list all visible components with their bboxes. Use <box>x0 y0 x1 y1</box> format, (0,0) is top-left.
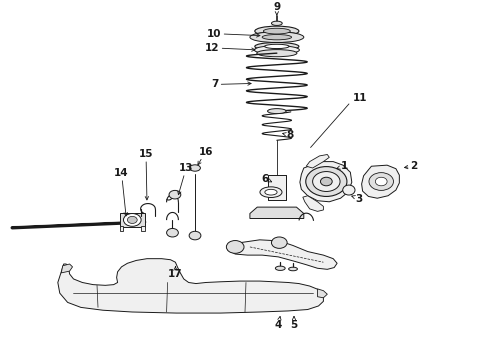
Text: 11: 11 <box>353 93 368 103</box>
Ellipse shape <box>289 267 297 271</box>
Ellipse shape <box>255 26 299 36</box>
Circle shape <box>123 213 141 226</box>
Ellipse shape <box>255 42 299 50</box>
Text: 14: 14 <box>114 168 129 216</box>
Circle shape <box>313 172 340 192</box>
Text: 17: 17 <box>168 266 183 279</box>
Ellipse shape <box>264 28 290 34</box>
Text: 2: 2 <box>405 161 418 171</box>
Ellipse shape <box>250 32 304 42</box>
Ellipse shape <box>265 44 289 49</box>
Text: 15: 15 <box>139 149 153 200</box>
Ellipse shape <box>275 266 285 270</box>
Ellipse shape <box>262 35 292 40</box>
Circle shape <box>189 231 201 240</box>
Circle shape <box>167 229 178 237</box>
Polygon shape <box>228 240 337 269</box>
Text: 6: 6 <box>261 174 271 184</box>
Polygon shape <box>300 162 352 202</box>
Text: 13: 13 <box>178 163 194 195</box>
Ellipse shape <box>254 32 300 40</box>
Text: 10: 10 <box>207 28 260 39</box>
Polygon shape <box>250 207 304 219</box>
Polygon shape <box>306 154 329 168</box>
Ellipse shape <box>257 50 297 57</box>
Text: 7: 7 <box>211 80 251 89</box>
Circle shape <box>369 173 393 190</box>
Text: 3: 3 <box>352 194 363 204</box>
Ellipse shape <box>260 187 282 198</box>
Ellipse shape <box>265 189 277 195</box>
Ellipse shape <box>271 21 282 26</box>
Text: 4: 4 <box>274 316 282 330</box>
Polygon shape <box>120 213 145 228</box>
Text: 16: 16 <box>198 147 213 165</box>
Text: 12: 12 <box>205 43 255 53</box>
Polygon shape <box>303 196 323 211</box>
Circle shape <box>127 216 137 224</box>
Polygon shape <box>268 175 286 200</box>
Circle shape <box>271 237 287 248</box>
Circle shape <box>306 167 347 197</box>
Polygon shape <box>318 289 327 298</box>
Polygon shape <box>362 165 399 198</box>
Circle shape <box>375 177 387 186</box>
Polygon shape <box>120 226 123 231</box>
Ellipse shape <box>190 165 200 171</box>
Polygon shape <box>61 264 73 273</box>
Text: 1: 1 <box>337 161 348 171</box>
Ellipse shape <box>343 185 355 195</box>
Text: 9: 9 <box>273 1 280 15</box>
Ellipse shape <box>268 109 286 114</box>
Polygon shape <box>141 226 145 231</box>
Ellipse shape <box>254 46 299 54</box>
Text: 8: 8 <box>283 130 294 140</box>
Circle shape <box>169 190 181 199</box>
Circle shape <box>320 177 332 186</box>
Polygon shape <box>58 259 323 313</box>
Circle shape <box>226 240 244 253</box>
Text: 5: 5 <box>291 316 297 330</box>
